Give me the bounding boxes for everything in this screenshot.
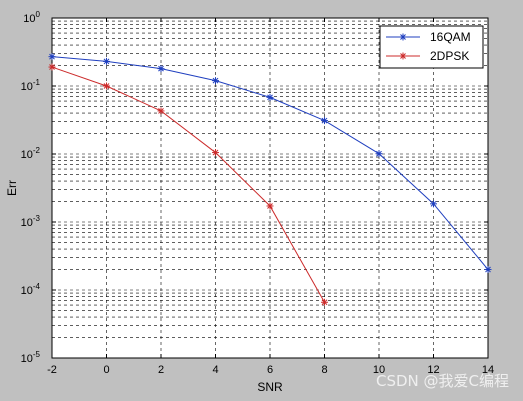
legend-marker-2dpsk bbox=[399, 52, 407, 60]
data-point-16qam bbox=[430, 200, 437, 208]
x-tick-label: 8 bbox=[321, 364, 327, 376]
grid bbox=[52, 18, 488, 358]
data-point-2dpsk bbox=[103, 82, 110, 90]
y-tick-label: 10-4 bbox=[21, 282, 41, 297]
x-tick-label: 14 bbox=[482, 364, 494, 376]
legend-star-16qam bbox=[399, 33, 407, 41]
legend: 16QAM 2DPSK bbox=[379, 25, 484, 69]
data-point-2dpsk bbox=[321, 298, 328, 306]
data-point-16qam bbox=[157, 65, 165, 73]
x-axis-label: SNR bbox=[257, 380, 283, 394]
data-point-16qam bbox=[375, 150, 383, 158]
legend-box bbox=[379, 25, 484, 69]
x-tick-label: 6 bbox=[267, 364, 273, 376]
data-point-2dpsk bbox=[157, 107, 165, 115]
y-tick-label: 10-3 bbox=[21, 214, 41, 229]
y-tick-label: 10-5 bbox=[21, 350, 41, 365]
data-point-16qam bbox=[321, 117, 328, 125]
data-point-2dpsk bbox=[212, 149, 219, 157]
data-point-16qam bbox=[266, 93, 274, 101]
data-point-16qam bbox=[103, 57, 110, 65]
data-point-16qam bbox=[484, 266, 492, 274]
x-tick-label: 4 bbox=[212, 364, 218, 376]
y-tick-label: 100 bbox=[23, 10, 40, 25]
y-tick-label: 10-2 bbox=[21, 146, 41, 161]
series-line-2dpsk bbox=[51, 66, 325, 303]
data-point-16qam bbox=[212, 77, 219, 85]
legend-star-2dpsk bbox=[399, 52, 407, 60]
y-axis-label: Err bbox=[5, 180, 19, 196]
x-tick-label: 12 bbox=[427, 364, 439, 376]
data-point-2dpsk bbox=[48, 63, 56, 71]
ticks: -2 0 2 4 6 8 10 12 14 10-5 10-4 10-3 10-2 10-1 100 bbox=[21, 10, 495, 376]
y-tick-label: 10-1 bbox=[21, 78, 41, 93]
watermark: CSDN @我爱C编程 bbox=[375, 372, 509, 390]
legend-label-16qam: 16QAM bbox=[430, 30, 471, 44]
series-layer bbox=[48, 53, 492, 306]
x-tick-label: 0 bbox=[103, 364, 109, 376]
data-point-16qam bbox=[48, 53, 56, 61]
data-point-2dpsk bbox=[266, 202, 274, 210]
x-tick-label: 10 bbox=[373, 364, 385, 376]
legend-label-2dpsk: 2DPSK bbox=[430, 49, 469, 63]
x-tick-label: -2 bbox=[47, 364, 57, 376]
legend-marker-16qam bbox=[399, 33, 407, 41]
x-tick-label: 2 bbox=[158, 364, 164, 376]
